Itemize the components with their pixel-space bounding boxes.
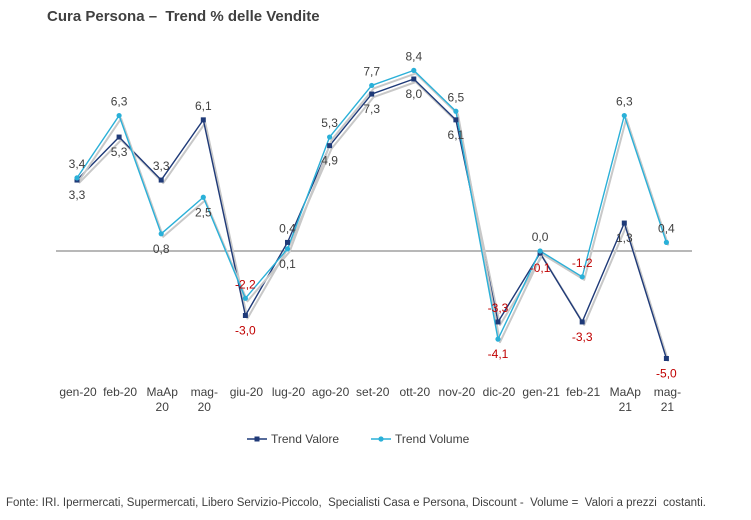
volume-point-14 (663, 239, 670, 245)
x-tick-label-5: lug-20 (272, 385, 306, 399)
volume-point-0 (74, 175, 80, 181)
volume-point-13 (621, 112, 627, 119)
chart-title: Cura Persona – Trend % delle Vendite (47, 8, 320, 25)
legend-marker-1 (378, 436, 384, 442)
x-tick-label-4: giu-20 (230, 385, 264, 399)
valore-point-13 (621, 220, 627, 226)
volume-label-6: 5,3 (321, 116, 338, 130)
x-tick-label-6: ago-20 (312, 385, 350, 399)
valore-point-1 (116, 134, 122, 140)
volume-label-10: -4,1 (488, 347, 509, 361)
valore-point-2 (158, 177, 164, 183)
valore-label-0: 3,3 (69, 188, 86, 202)
valore-label-13: 1,3 (616, 231, 633, 245)
x-tick-label-11: gen-21 (522, 385, 560, 399)
valore-point-8 (411, 76, 417, 82)
volume-label-5: 0,1 (279, 257, 296, 271)
volume-label-2: 0,8 (153, 242, 170, 256)
valore-point-5 (285, 239, 290, 245)
volume-label-3: 2,5 (195, 205, 212, 219)
valore-label-11: -0,1 (530, 261, 551, 275)
x-tick-label-9: nov-20 (439, 385, 476, 399)
volume-label-13: 6,3 (616, 95, 633, 109)
volume-label-7: 7,7 (363, 64, 380, 78)
volume-point-9 (453, 108, 459, 114)
source-note: Fonte: IRI. Ipermercati, Supermercati, L… (6, 497, 706, 509)
valore-label-10: -3,3 (488, 301, 509, 315)
valore-point-4 (242, 313, 248, 318)
x-tick-label-3: mag-20 (191, 385, 218, 414)
volume-point-1 (116, 112, 122, 119)
volume-label-12: -1,2 (572, 256, 593, 270)
volume-point-4 (242, 295, 248, 301)
x-tick-label-12: feb-21 (566, 385, 600, 399)
volume-label-0: 3,4 (69, 157, 86, 171)
volume-label-8: 8,4 (405, 49, 422, 63)
volume-point-2 (158, 231, 164, 237)
volume-point-8 (411, 67, 417, 73)
volume-point-10 (495, 336, 501, 342)
volume-point-7 (369, 82, 375, 89)
valore-point-14 (663, 356, 669, 361)
valore-label-12: -3,3 (572, 330, 593, 344)
x-tick-label-1: feb-20 (103, 385, 137, 399)
volume-label-14: 0,4 (658, 221, 675, 235)
valore-label-1: 5,3 (111, 145, 128, 159)
x-tick-label-10: dic-20 (483, 385, 516, 399)
valore-label-3: 6,1 (195, 99, 212, 113)
volume-point-6 (327, 134, 333, 140)
volume-point-3 (200, 194, 206, 200)
volume-label-1: 6,3 (111, 95, 128, 109)
x-tick-label-14: mag-21 (654, 385, 681, 414)
volume-point-11 (537, 248, 543, 254)
x-tick-label-7: set-20 (356, 385, 390, 399)
valore-label-5: 0,4 (279, 221, 296, 235)
legend-label-1: Trend Volume (395, 432, 470, 446)
valore-point-7 (369, 91, 375, 97)
legend-marker-0 (254, 436, 260, 442)
volume-point-5 (284, 246, 291, 252)
valore-point-3 (200, 117, 206, 123)
valore-label-4: -3,0 (235, 324, 256, 338)
series-shadow-1 (78, 72, 670, 344)
volume-label-4: -2,2 (235, 277, 256, 291)
volume-label-9: 6,5 (448, 90, 465, 104)
valore-label-6: 4,9 (321, 154, 338, 168)
x-tick-label-13: MaAp 21 (610, 385, 642, 414)
x-tick-label-0: gen-20 (59, 385, 97, 399)
valore-label-9: 6,1 (448, 128, 465, 142)
valore-label-7: 7,3 (363, 102, 380, 116)
volume-label-11: 0,0 (532, 230, 549, 244)
valore-label-2: 3,3 (153, 159, 170, 173)
valore-label-14: -5,0 (656, 367, 677, 381)
valore-label-8: 8,0 (405, 87, 422, 101)
valore-point-12 (579, 319, 585, 325)
valore-point-10 (495, 319, 501, 325)
valore-point-6 (327, 143, 333, 149)
valore-point-9 (453, 117, 459, 123)
x-tick-label-2: MaAp 20 (147, 385, 179, 414)
legend-label-0: Trend Valore (271, 432, 339, 446)
x-tick-label-8: ott-20 (399, 385, 430, 399)
volume-point-12 (579, 274, 585, 280)
